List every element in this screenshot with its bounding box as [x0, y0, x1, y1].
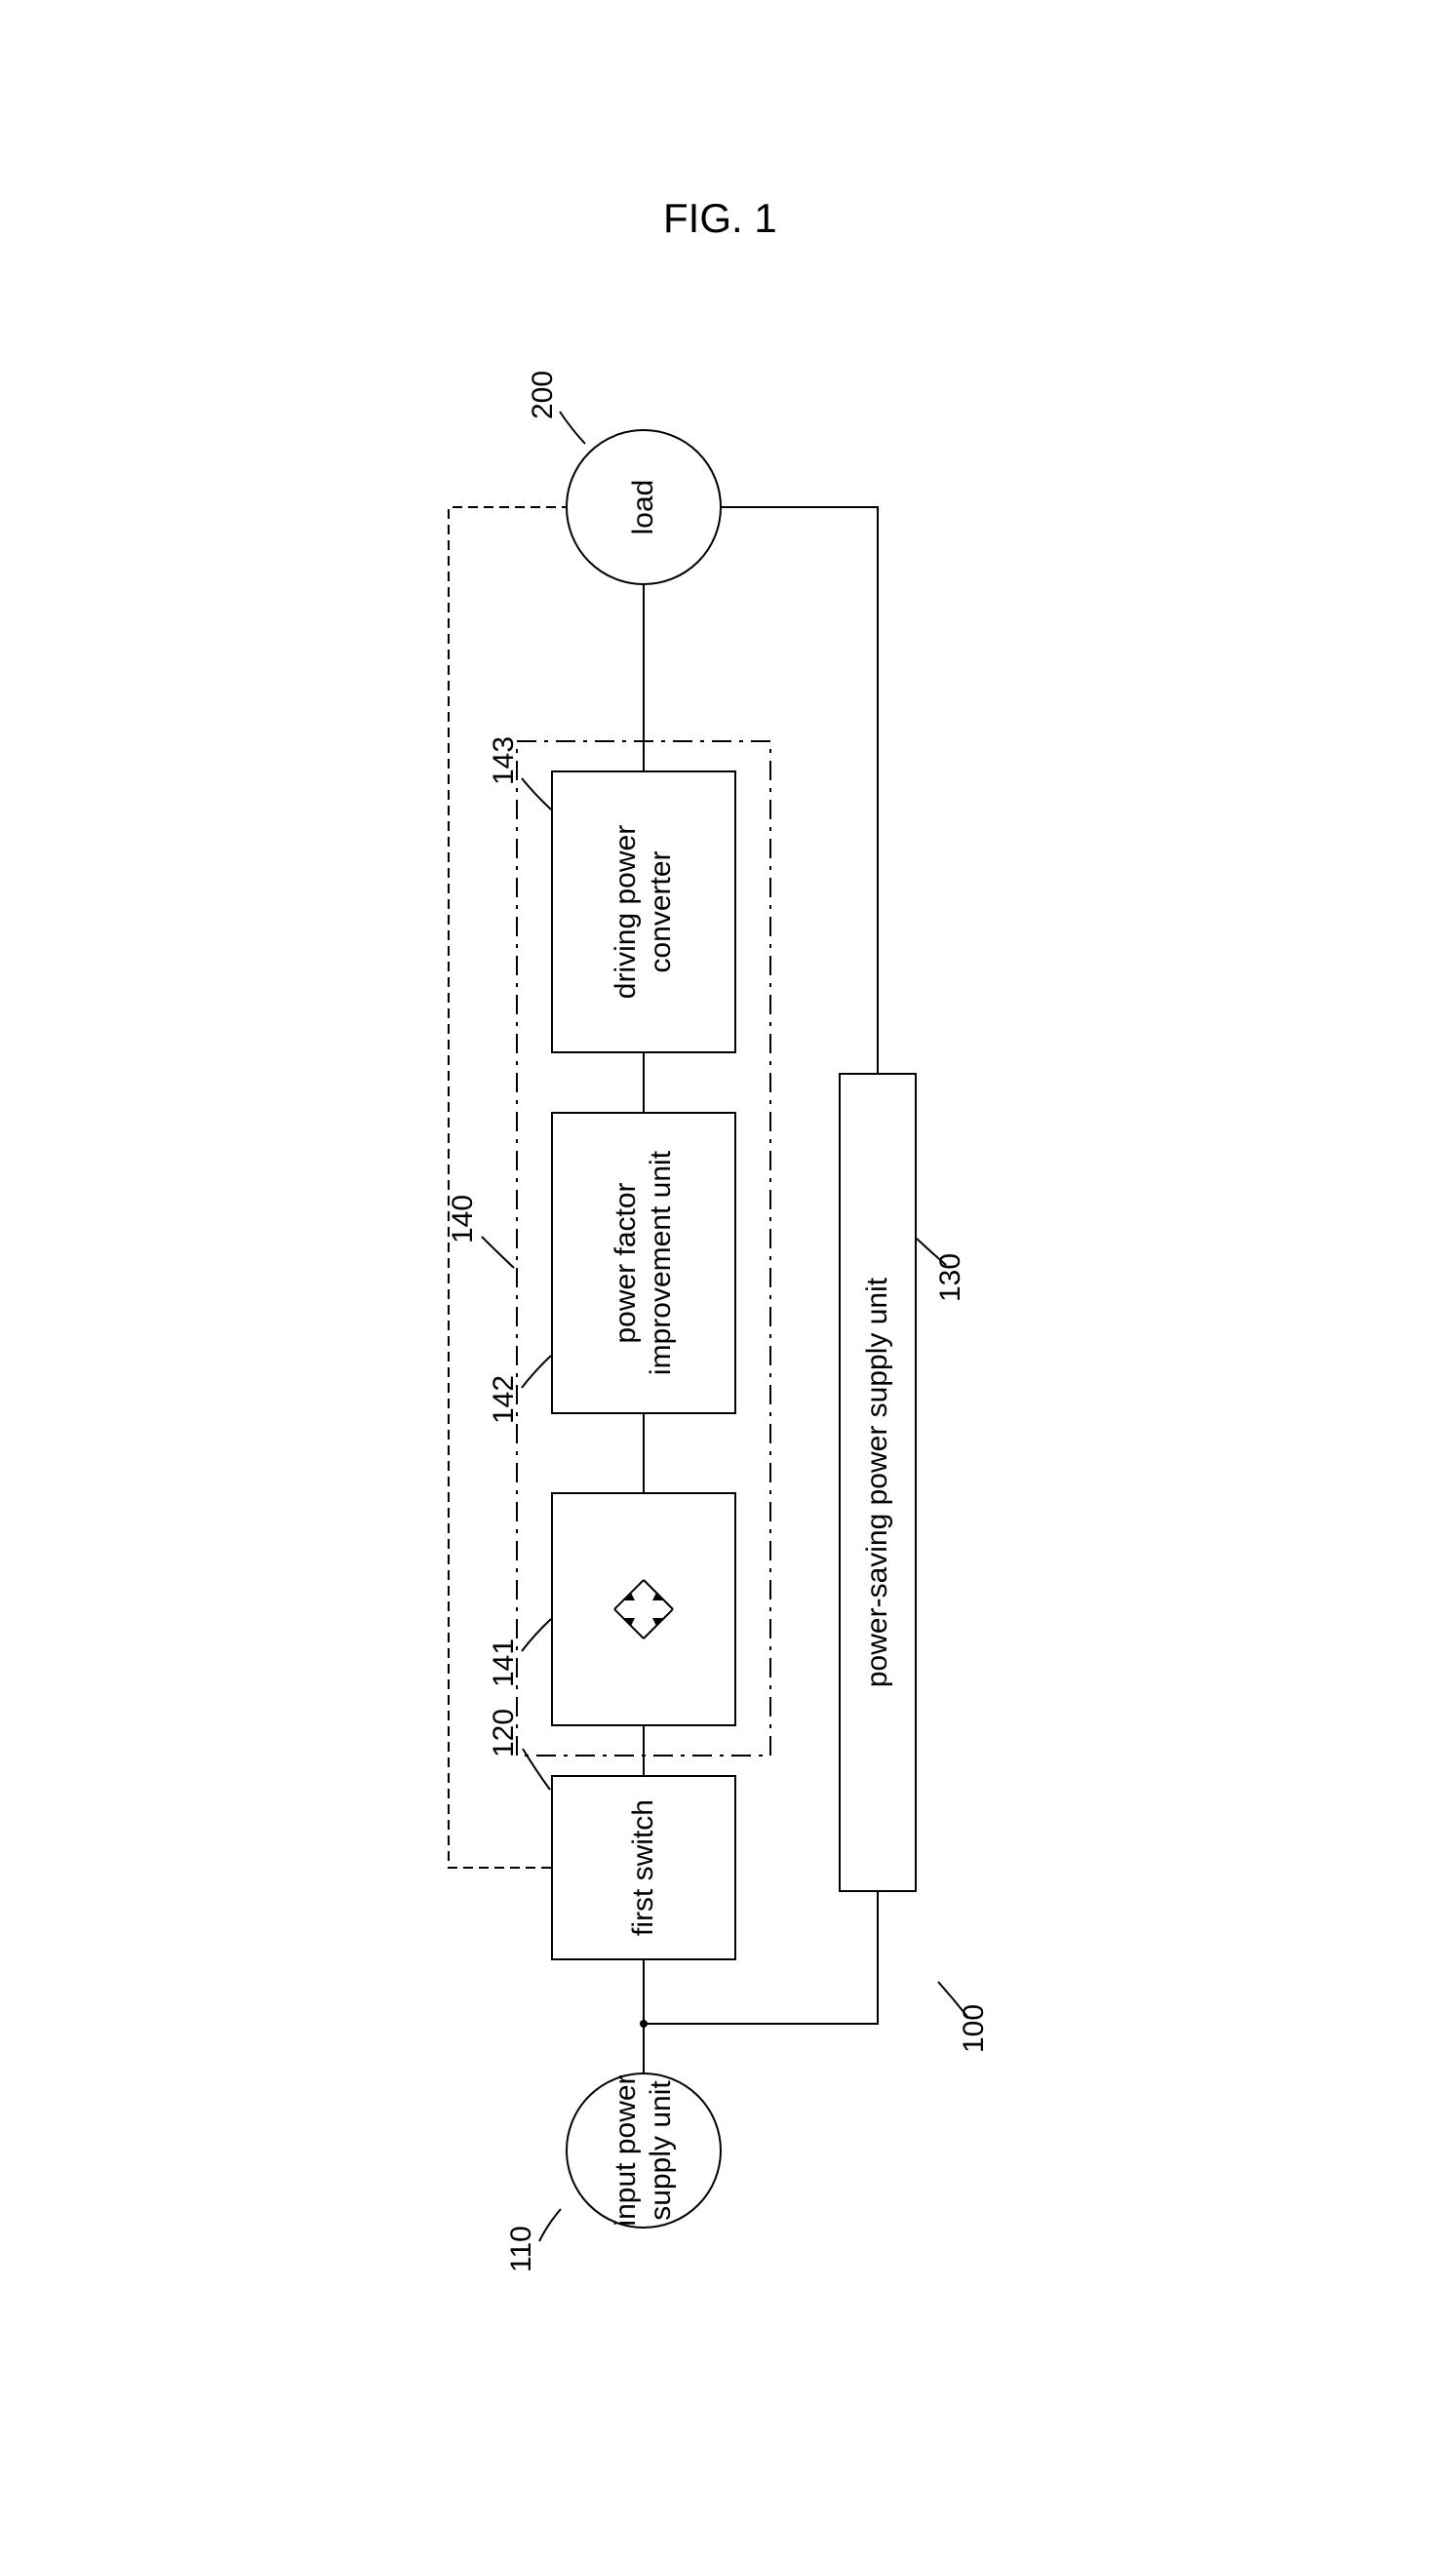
- ref-141: 141: [488, 1638, 521, 1687]
- ref-142: 142: [488, 1375, 521, 1424]
- ref-130: 130: [934, 1253, 967, 1302]
- ref-100: 100: [958, 2004, 991, 2053]
- first-switch: first switch: [551, 1775, 736, 1960]
- bridge-rectifier-icon: [610, 1575, 678, 1643]
- ref-110: 110: [505, 2226, 538, 2272]
- figure-title: FIG. 1: [663, 195, 777, 242]
- rectifier: [551, 1492, 736, 1726]
- ref-143: 143: [488, 736, 521, 785]
- ref-140: 140: [447, 1195, 480, 1244]
- ref-120: 120: [488, 1709, 521, 1757]
- input-power-supply-unit: input power supply unit: [566, 2073, 722, 2229]
- ref-200: 200: [527, 371, 560, 419]
- driving-power-converter: driving power converter: [551, 770, 736, 1053]
- power-factor-improvement-unit: power factor improvement unit: [551, 1112, 736, 1414]
- load: load: [566, 429, 722, 585]
- power-saving-power-supply-unit: power-saving power supply unit: [839, 1073, 917, 1892]
